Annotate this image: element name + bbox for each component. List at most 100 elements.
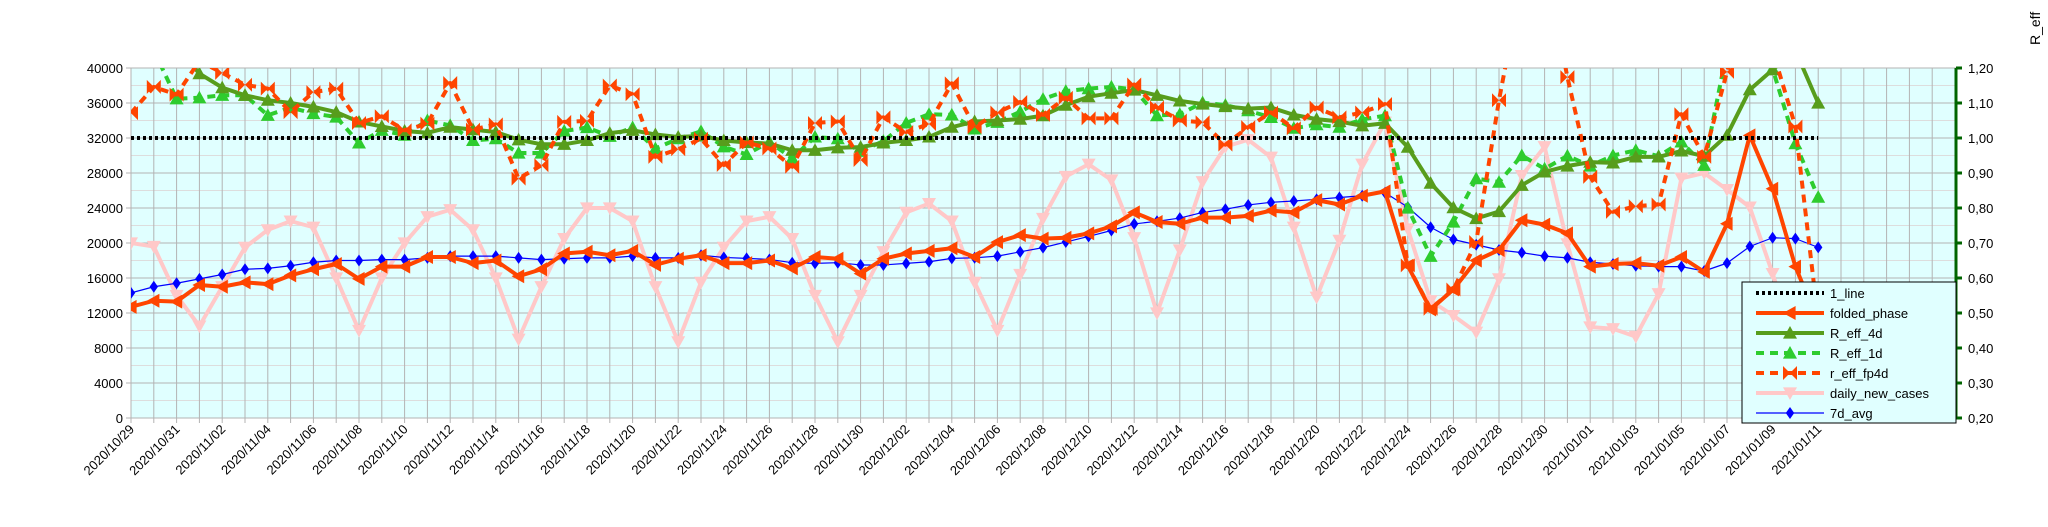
data-point-R_eff_1d (1013, 104, 1028, 118)
data-point-R_eff_4d (374, 119, 389, 133)
data-point-r_eff_fp4d (1628, 199, 1643, 214)
data-point-daily_new_cases (990, 324, 1005, 338)
data-point-7d_avg (1038, 241, 1048, 254)
data-point-R_eff_4d (260, 93, 275, 106)
data-point-R_eff_4d (602, 126, 617, 139)
data-point-folded_phase (352, 271, 365, 286)
data-point-folded_phase (899, 246, 912, 261)
data-point-r_eff_fp4d (671, 142, 686, 157)
legend-label: folded_phase (1830, 306, 1908, 321)
data-point-daily_new_cases (1606, 323, 1620, 336)
data-point-R_eff_4d (170, 40, 184, 53)
data-point-7d_avg (1016, 245, 1025, 258)
data-point-r_eff_fp4d (944, 76, 959, 91)
data-point-daily_new_cases (1036, 212, 1050, 226)
data-point-daily_new_cases (1332, 234, 1347, 248)
data-point-7d_avg (1221, 203, 1230, 216)
data-point-r_eff_fp4d (1720, 68, 1734, 79)
data-point-r_eff_fp4d (1697, 149, 1712, 164)
y-tick-label: 28000 (87, 166, 123, 181)
data-point-R_eff_4d (876, 135, 891, 149)
data-point-r_eff_fp4d (1560, 70, 1575, 85)
data-point-folded_phase (1150, 215, 1163, 229)
legend-marker-R_eff_1d (1783, 346, 1797, 359)
data-point-r_eff_fp4d (1423, 301, 1438, 316)
data-point-r_eff_fp4d (1127, 77, 1142, 92)
data-point-R_eff_1d (1264, 110, 1278, 123)
data-point-7d_avg (1289, 195, 1298, 207)
data-point-R_eff_4d (1355, 118, 1370, 132)
data-point-folded_phase (1309, 193, 1323, 208)
data-point-7d_avg (1791, 232, 1800, 245)
data-point-folded_phase (374, 259, 388, 274)
data-point-R_eff_4d (1400, 140, 1415, 153)
data-point-r_eff_fp4d (922, 117, 936, 131)
data-point-daily_new_cases (1309, 291, 1324, 305)
data-point-R_eff_4d (808, 143, 822, 156)
data-point-R_eff_4d (1423, 176, 1438, 189)
data-point-folded_phase (1195, 210, 1209, 225)
data-point-folded_phase (534, 262, 547, 277)
data-point-7d_avg (924, 255, 934, 268)
data-point-r_eff_fp4d (830, 114, 845, 129)
data-point-folded_phase (1469, 253, 1482, 268)
data-point-folded_phase (1537, 217, 1551, 232)
data-point-daily_new_cases (192, 320, 207, 334)
data-point-daily_new_cases (283, 215, 298, 229)
data-point-daily_new_cases (716, 241, 731, 255)
legend-label: r_eff_fp4d (1830, 366, 1888, 381)
data-point-r_eff_fp4d (762, 141, 777, 156)
data-point-daily_new_cases (1628, 331, 1643, 344)
data-point-daily_new_cases (1423, 295, 1438, 308)
data-point-folded_phase (1104, 219, 1117, 234)
data-point-folded_phase (1286, 205, 1300, 220)
data-point-R_eff_1d (1081, 81, 1096, 95)
legend-label: 1_line (1830, 286, 1865, 301)
data-point-r_eff_fp4d (1081, 111, 1096, 126)
data-point-r_eff_fp4d (1150, 100, 1164, 115)
data-point-folded_phase (1765, 181, 1779, 196)
data-point-folded_phase (967, 250, 981, 264)
y-tick-label: 40000 (87, 61, 123, 76)
data-point-r_eff_fp4d (306, 85, 321, 100)
data-point-R_eff_4d (1172, 93, 1187, 107)
data-point-r_eff_fp4d (1013, 94, 1028, 109)
data-point-folded_phase (238, 275, 251, 290)
data-point-r_eff_fp4d (853, 153, 868, 168)
data-point-r_eff_fp4d (260, 81, 275, 96)
data-point-R_eff_1d (1674, 134, 1689, 148)
data-point-daily_new_cases (352, 324, 366, 338)
data-point-daily_new_cases (1081, 158, 1096, 172)
data-point-R_eff_1d (1036, 92, 1050, 105)
data-point-R_eff_4d (1560, 159, 1575, 172)
data-point-7d_avg (1814, 241, 1823, 254)
data-point-r_eff_fp4d (625, 87, 640, 102)
data-point-daily_new_cases (374, 272, 389, 285)
data-point-daily_new_cases (922, 198, 936, 211)
data-point-folded_phase (1720, 216, 1733, 231)
data-point-folded_phase (602, 248, 616, 263)
data-point-daily_new_cases (1765, 268, 1780, 281)
data-point-r_eff_fp4d (1378, 97, 1392, 112)
data-point-folded_phase (215, 279, 228, 294)
data-point-r_eff_fp4d (648, 149, 663, 164)
data-point-r_eff_fp4d (990, 105, 1005, 120)
data-point-R_eff_4d (329, 105, 344, 118)
data-point-R_eff_1d (1514, 148, 1529, 162)
y2-tick-label: 0,60 (1968, 271, 1993, 286)
data-point-7d_avg (1745, 240, 1754, 253)
legend-label: daily_new_cases (1830, 386, 1930, 401)
data-point-folded_phase (1697, 264, 1710, 279)
data-point-R_eff_4d (1811, 96, 1826, 109)
data-point-daily_new_cases (1058, 170, 1073, 184)
data-point-r_eff_fp4d (1355, 105, 1370, 120)
data-point-r_eff_fp4d (1492, 93, 1506, 108)
data-point-daily_new_cases (1150, 307, 1164, 320)
data-point-r_eff_fp4d (1606, 204, 1620, 219)
data-point-daily_new_cases (169, 289, 184, 303)
data-point-daily_new_cases (1195, 176, 1210, 189)
data-point-daily_new_cases (967, 276, 982, 290)
data-point-R_eff_4d (1150, 88, 1164, 101)
data-point-folded_phase (1332, 197, 1345, 212)
data-point-R_eff_4d (1332, 114, 1347, 128)
